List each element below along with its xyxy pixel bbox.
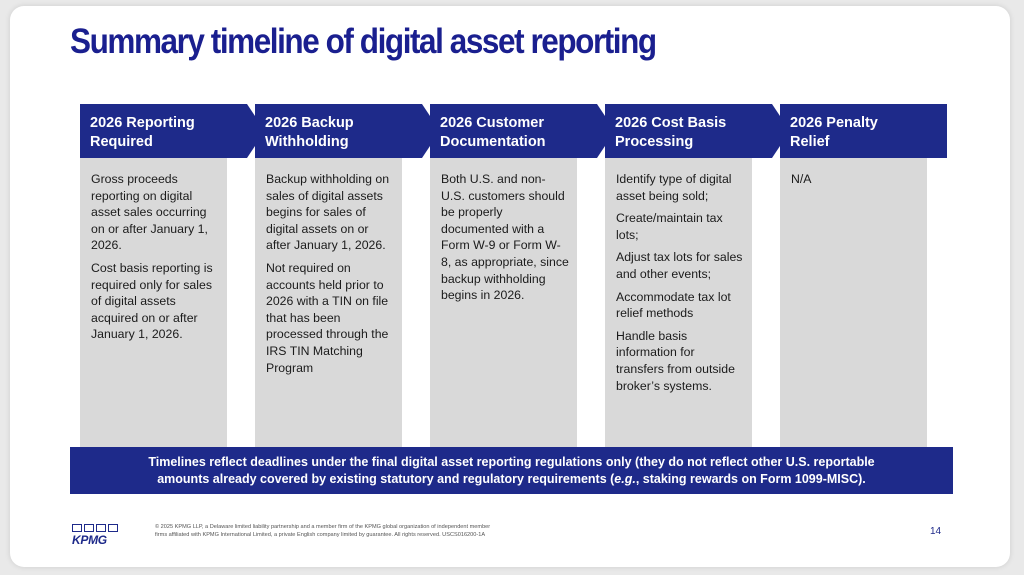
column-header-line: Withholding — [265, 134, 349, 150]
column-header-customer-documentation: 2026 Customer Documentation — [430, 104, 597, 158]
column-header-line: Processing — [615, 134, 694, 150]
column-paragraph: Not required on accounts held prior to 2… — [266, 260, 389, 375]
column-paragraph: Backup withholding on sales of digital a… — [266, 172, 390, 253]
column-body-backup-withholding: Backup withholding on sales of digital a… — [255, 158, 402, 447]
column-header-cost-basis: 2026 Cost Basis Processing — [605, 104, 772, 158]
column-header-line: Required — [90, 134, 153, 150]
banner-text-italic: e.g. — [614, 472, 636, 486]
column-body-cost-basis: Identify type of digital asset being sol… — [605, 158, 752, 447]
chevron-arrow-icon — [925, 104, 943, 158]
column-header-reporting: 2026 Reporting Required — [80, 104, 247, 158]
column-paragraph: Cost basis reporting is required only fo… — [91, 260, 213, 342]
column-header-line: 2026 Cost Basis — [615, 115, 727, 131]
column-paragraph: Accommodate tax lot relief methods — [616, 289, 731, 321]
kpmg-logo-bars-icon — [72, 524, 118, 532]
column-body-reporting: Gross proceeds reporting on digital asse… — [80, 158, 227, 447]
column-paragraph: Gross proceeds reporting on digital asse… — [91, 172, 208, 253]
banner-text: , staking rewards on Form 1099-MISC). — [635, 472, 866, 486]
banner-text: amounts already covered by existing stat… — [157, 472, 615, 486]
kpmg-logo-text: KPMG — [72, 533, 107, 547]
column-paragraph: Create/maintain tax lots; — [616, 211, 723, 242]
column-paragraph: Adjust tax lots for sales and other even… — [616, 250, 743, 281]
legal-line: © 2025 KPMG LLP, a Delaware limited liab… — [155, 524, 491, 530]
column-header-line: 2026 Penalty — [790, 115, 878, 131]
column-header-penalty-relief: 2026 Penalty Relief — [780, 104, 947, 158]
banner-line: amounts already covered by existing stat… — [70, 471, 953, 488]
disclaimer-banner: Timelines reflect deadlines under the fi… — [70, 447, 953, 494]
page-number: 14 — [930, 526, 942, 537]
column-body-penalty-relief: N/A — [780, 158, 927, 447]
legal-footer: © 2025 KPMG LLP, a Delaware limited liab… — [155, 523, 555, 539]
column-header-line: 2026 Reporting — [90, 115, 195, 131]
kpmg-logo: KPMG — [72, 524, 118, 547]
column-header-line: 2026 Backup — [265, 115, 354, 131]
column-header-line: Relief — [790, 134, 830, 150]
legal-line: firms affiliated with KPMG International… — [155, 532, 486, 538]
column-header-line: Documentation — [440, 134, 546, 150]
column-paragraph: N/A — [791, 172, 812, 186]
column-body-customer-documentation: Both U.S. and non-U.S. customers should … — [430, 158, 577, 447]
column-paragraph: Handle basis information for transfers f… — [616, 328, 735, 393]
page-title: Summary timeline of digital asset report… — [70, 22, 657, 61]
column-header-line: 2026 Customer — [440, 115, 544, 131]
column-paragraph: Both U.S. and non-U.S. customers should … — [441, 172, 569, 303]
column-paragraph: Identify type of digital asset being sol… — [616, 172, 732, 203]
banner-line: Timelines reflect deadlines under the fi… — [148, 455, 875, 469]
column-header-backup-withholding: 2026 Backup Withholding — [255, 104, 422, 158]
